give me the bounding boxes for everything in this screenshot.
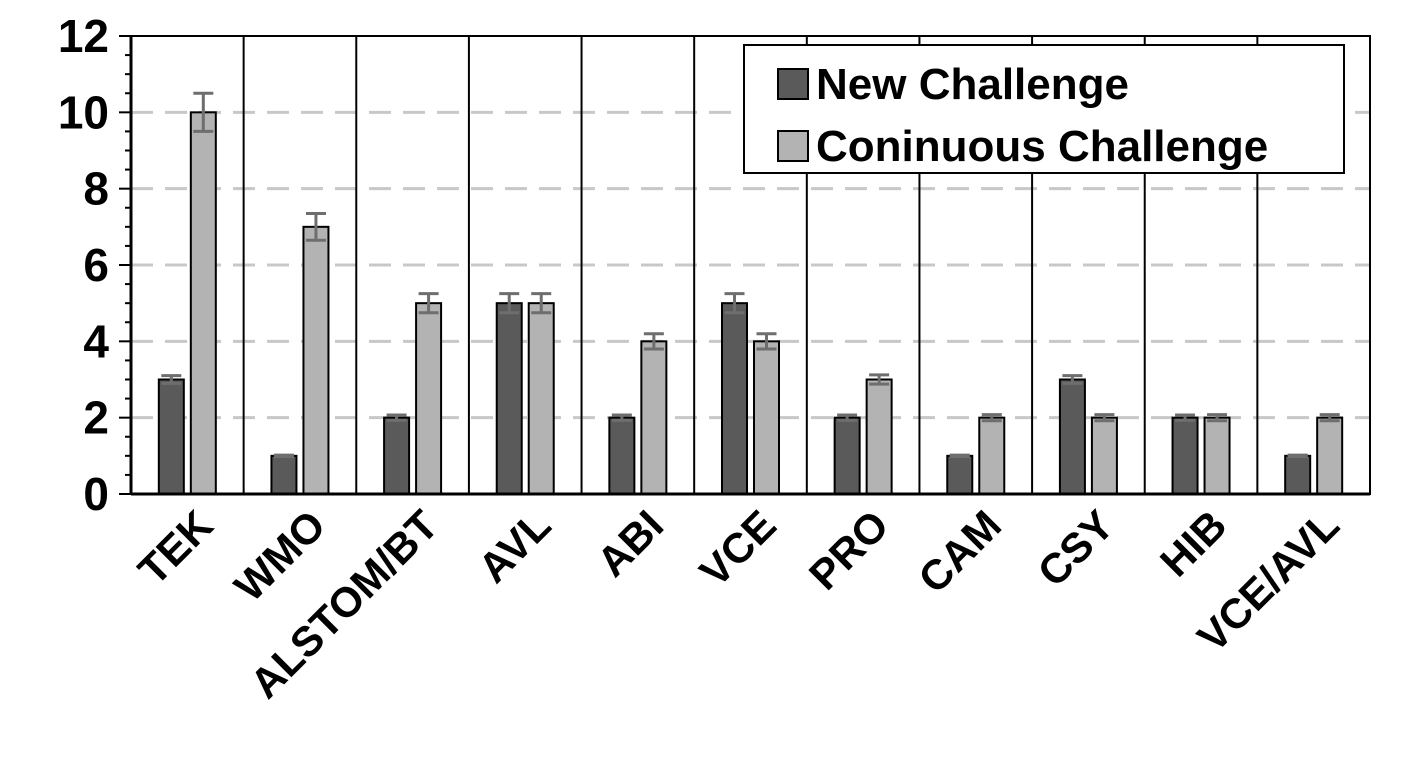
legend-swatch: [777, 130, 809, 162]
bar-continuous-csy: [1090, 416, 1118, 495]
bar-continuous-abi: [640, 340, 668, 496]
bar-new-wmo: [270, 454, 298, 496]
x-tick-label: VCE: [691, 501, 785, 595]
x-tick-label: TEK: [129, 501, 222, 594]
y-tick-label: 0: [83, 468, 109, 520]
bar-new-alstom-bt: [383, 416, 411, 495]
y-tick-label: 12: [58, 10, 109, 62]
axes-layer: [119, 35, 1371, 496]
x-tick-label: WMO: [225, 501, 334, 610]
bar-new-vce-avl: [1284, 454, 1312, 496]
bar-continuous-vce: [753, 340, 780, 496]
legend: New Challenge Coninuous Challenge: [743, 44, 1345, 174]
bar-continuous-tek: [189, 111, 217, 495]
bar-new-hib: [1171, 416, 1199, 495]
bar-continuous-cam: [978, 416, 1006, 495]
bar-continuous-hib: [1203, 416, 1231, 495]
bar-new-avl: [495, 302, 523, 495]
bar-continuous-alstom-bt: [415, 302, 443, 495]
x-tick-label: CSY: [1028, 501, 1122, 595]
x-tick-label: PRO: [800, 501, 898, 599]
x-tick-label: AVL: [469, 501, 559, 591]
legend-swatch: [777, 68, 809, 100]
y-tick-label: 4: [83, 315, 109, 367]
bar-continuous-wmo: [302, 225, 330, 495]
bar-new-tek: [157, 378, 185, 495]
bar-new-pro: [833, 416, 861, 495]
bar-new-abi: [608, 416, 636, 495]
x-tick-label: HIB: [1151, 501, 1235, 585]
legend-label: New Challenge: [816, 60, 1129, 109]
x-tick-label: ABI: [588, 501, 672, 585]
bar-continuous-avl: [527, 302, 555, 495]
y-tick-label: 8: [83, 163, 109, 215]
y-tick-label: 6: [83, 239, 109, 291]
y-tick-label: 10: [58, 86, 109, 138]
legend-box: [743, 44, 1345, 174]
bar-continuous-pro: [865, 378, 893, 495]
bar-continuous-vce-avl: [1316, 416, 1344, 495]
bar-new-vce: [721, 302, 748, 495]
bar-new-csy: [1058, 378, 1086, 495]
bar-new-cam: [946, 454, 974, 496]
x-tick-label: CAM: [909, 501, 1010, 602]
y-tick-label: 2: [83, 392, 109, 444]
bars-layer: [157, 91, 1344, 496]
legend-label: Coninuous Challenge: [816, 122, 1268, 171]
